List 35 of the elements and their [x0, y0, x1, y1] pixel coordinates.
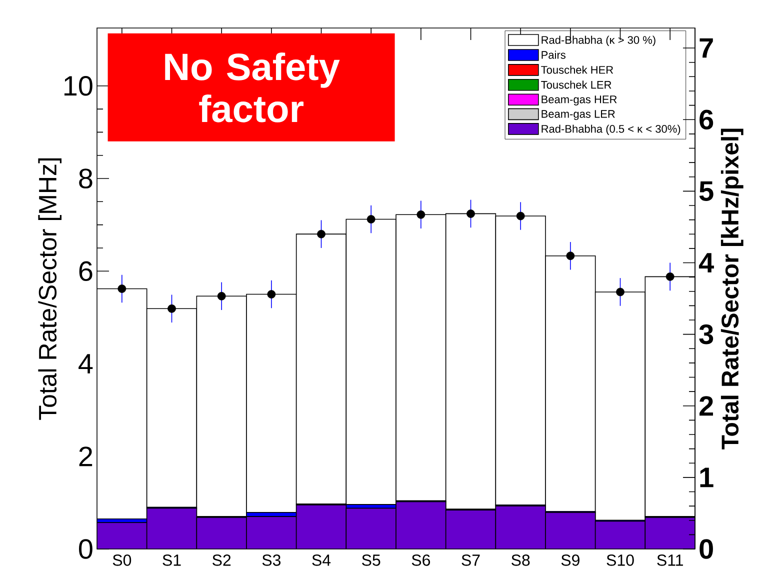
annotation: No Safety factor	[165, 52, 340, 122]
y2-tick-label: 1	[700, 468, 714, 488]
x-tick-label: S2	[212, 554, 231, 566]
x-tick-label: S8	[512, 554, 530, 566]
x-tick-label: S7	[462, 554, 480, 566]
x-tick-label: S5	[362, 554, 380, 566]
y-tick-label: 10	[64, 76, 92, 96]
y-tick-label: 0	[79, 539, 92, 559]
y2-tick-label: 2	[700, 396, 713, 416]
x-tick-label: S3	[262, 554, 281, 566]
x-tick-label: S0	[112, 554, 132, 566]
y-axis-title: Total Rate/Sector [MHz]	[38, 158, 62, 420]
y2-tick-label: 0	[700, 539, 713, 559]
x-tick-label: S11	[657, 554, 683, 566]
legend-label: Touschek HER	[541, 66, 614, 74]
y-tick-label: 8	[79, 168, 92, 188]
y2-axis-title: Total Rate/Sector [kHz/pixel]	[720, 128, 744, 450]
y2-tick-label: 6	[700, 110, 714, 130]
y2-tick-label: 5	[699, 181, 714, 201]
x-tick-label: S10	[606, 554, 634, 566]
x-tick-label: S1	[162, 554, 181, 566]
legend-label: Beam-gas LER	[542, 110, 615, 120]
x-tick-label: S9	[561, 554, 580, 566]
y-tick-label: 2	[79, 446, 92, 466]
x-tick-label: S4	[312, 554, 331, 566]
y2-tick-label: 4	[698, 253, 714, 272]
y2-tick-label: 7	[700, 38, 713, 58]
y-tick-label: 4	[78, 354, 93, 374]
legend-label: Beam-gas HER	[542, 96, 617, 106]
legend-label: Pairs	[542, 50, 566, 59]
legend-label: Rad-Bhabha (0.5 < κ < 30%)	[542, 124, 680, 135]
legend-label: Touschek LER	[541, 80, 612, 89]
x-tick-label: S6	[412, 554, 430, 566]
y2-tick-label: 3	[699, 324, 714, 344]
y-tick-label: 6	[79, 261, 92, 282]
